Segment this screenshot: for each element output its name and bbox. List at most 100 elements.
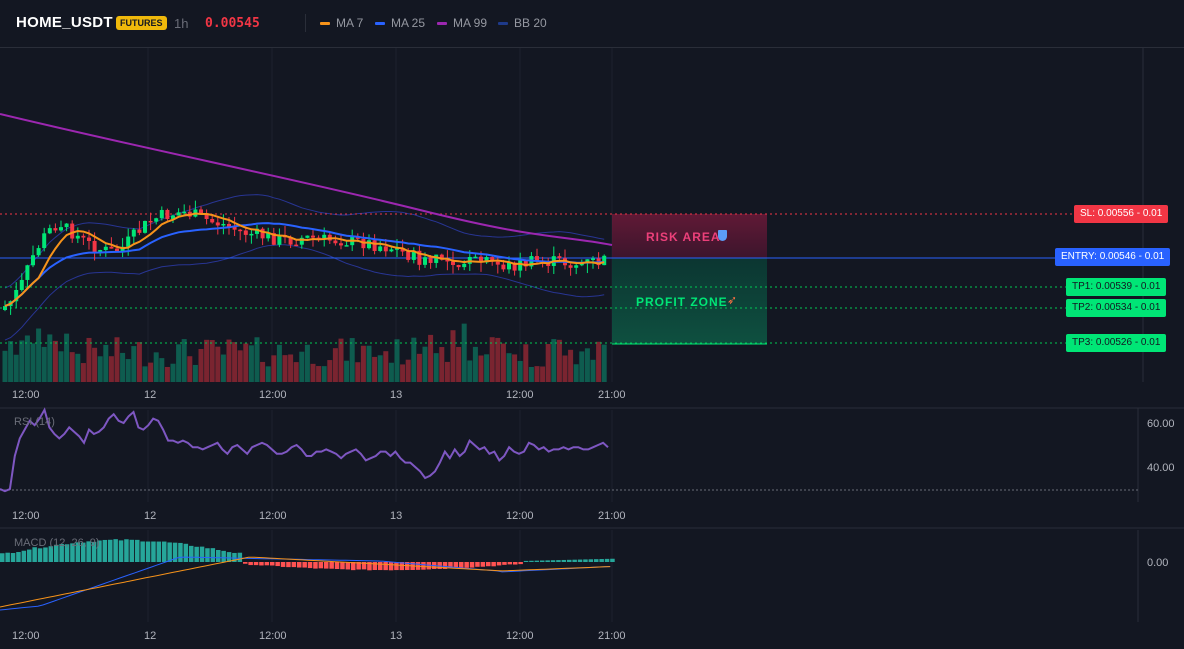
macd-bar <box>523 560 529 562</box>
macd-bar <box>275 562 280 567</box>
candle-body <box>557 256 562 259</box>
volume-bar <box>271 355 277 382</box>
macd-bar <box>491 562 496 567</box>
macd-bar <box>280 562 286 567</box>
macd-bar <box>588 559 594 562</box>
legend-bb20[interactable]: BB 20 <box>498 16 547 30</box>
volume-bar <box>131 346 137 382</box>
macd-bar <box>172 542 178 562</box>
macd-bar <box>226 552 232 562</box>
macd-bar <box>135 539 140 562</box>
volume-bar <box>400 364 406 382</box>
candle-body <box>339 243 343 246</box>
macd-bar <box>243 562 248 564</box>
volume-bar <box>534 366 540 382</box>
legend-ma25[interactable]: MA 25 <box>375 16 425 30</box>
sl-tag[interactable]: SL: 0.00556 - 0.01 <box>1074 205 1169 223</box>
volume-bar <box>30 343 36 382</box>
volume-bar <box>215 346 221 382</box>
volume-bar <box>103 344 109 382</box>
candle-body <box>19 279 24 290</box>
timeframe-selector[interactable]: 1h <box>174 16 189 31</box>
rsi-pane-label[interactable]: RSI (14) <box>14 416 55 428</box>
volume-bar <box>523 344 529 382</box>
legend-ma99[interactable]: MA 99 <box>437 16 487 30</box>
volume-bar <box>248 345 254 382</box>
candle-body <box>316 237 321 240</box>
tp3-tag[interactable]: TP3: 0.00526 - 0.01 <box>1066 334 1167 352</box>
macd-bar <box>16 552 21 562</box>
volume-bar <box>467 360 473 382</box>
time-label: 12:00 <box>259 510 287 522</box>
time-label: 21:00 <box>598 510 626 522</box>
legend-ma7[interactable]: MA 7 <box>320 16 363 30</box>
macd-bar <box>313 562 318 569</box>
candle-body <box>462 263 467 268</box>
macd-bar <box>329 562 334 569</box>
volume-bar <box>64 333 70 382</box>
candle-body <box>305 235 310 238</box>
time-label: 21:00 <box>598 389 626 401</box>
macd-bar <box>140 541 145 562</box>
profit-zone-label: PROFIT ZONE <box>636 295 728 309</box>
last-price: 0.00545 <box>205 16 260 31</box>
volume-bar <box>120 352 126 382</box>
legend-ma99-label: MA 99 <box>453 16 488 30</box>
volume-bar <box>500 343 506 382</box>
volume-bar <box>540 366 546 382</box>
macd-bar <box>189 545 194 562</box>
candle-body <box>171 215 175 219</box>
tp1-tag[interactable]: TP1: 0.00539 - 0.01 <box>1066 278 1167 296</box>
macd-bar <box>437 562 442 569</box>
volume-bar <box>209 340 215 382</box>
macd-bar <box>486 562 491 567</box>
macd-bar <box>577 559 583 562</box>
macd-bar <box>291 562 297 568</box>
candle-body <box>456 264 461 268</box>
macd-bar <box>259 562 264 566</box>
macd-bar <box>318 562 324 569</box>
macd-pane-label[interactable]: MACD (12, 26, 9) <box>14 537 100 549</box>
volume-bar <box>405 359 411 382</box>
candle-body <box>115 248 119 252</box>
tp1-tag-label: TP1: 0.00539 <box>1072 281 1133 292</box>
macd-bar <box>464 562 469 568</box>
ma25-swatch-icon <box>375 21 385 25</box>
time-label: 13 <box>390 510 403 522</box>
candle-body <box>271 233 276 245</box>
macd-bar <box>216 549 221 562</box>
volume-bar <box>344 360 350 382</box>
volume-bar <box>596 341 602 382</box>
macd-bar <box>388 562 394 571</box>
candle-body <box>70 223 75 239</box>
volume-bar <box>304 344 310 382</box>
tp3-tag-label: TP3: 0.00526 <box>1072 337 1133 348</box>
bb20-swatch-icon <box>498 21 508 25</box>
macd-bar <box>32 547 37 562</box>
macd-bar <box>27 549 32 562</box>
volume-bar <box>148 362 154 382</box>
symbol-name[interactable]: HOME_USDT <box>16 14 113 31</box>
macd-bar <box>594 559 599 562</box>
macd-bar <box>459 562 464 569</box>
candle-body <box>137 229 142 233</box>
rsi-line <box>0 407 609 493</box>
volume-bar <box>198 348 204 382</box>
candle-body <box>490 257 495 262</box>
macd-bar <box>556 560 561 562</box>
candle-body <box>109 246 114 249</box>
volume-bar <box>579 351 585 382</box>
macd-bar <box>599 559 604 562</box>
tp2-tag[interactable]: TP2: 0.00534 - 0.01 <box>1066 299 1167 317</box>
macd-bar <box>232 552 237 562</box>
candle-body <box>288 237 293 245</box>
time-label: 12 <box>144 510 157 522</box>
macd-bar <box>507 562 513 565</box>
macd-bar <box>70 543 75 562</box>
macd-bar <box>378 562 383 571</box>
legend-bb20-label: BB 20 <box>514 16 547 30</box>
volume-bar <box>237 350 243 382</box>
volume-bar <box>125 359 131 382</box>
entry-tag[interactable]: ENTRY: 0.00546 - 0.01 <box>1055 248 1171 266</box>
